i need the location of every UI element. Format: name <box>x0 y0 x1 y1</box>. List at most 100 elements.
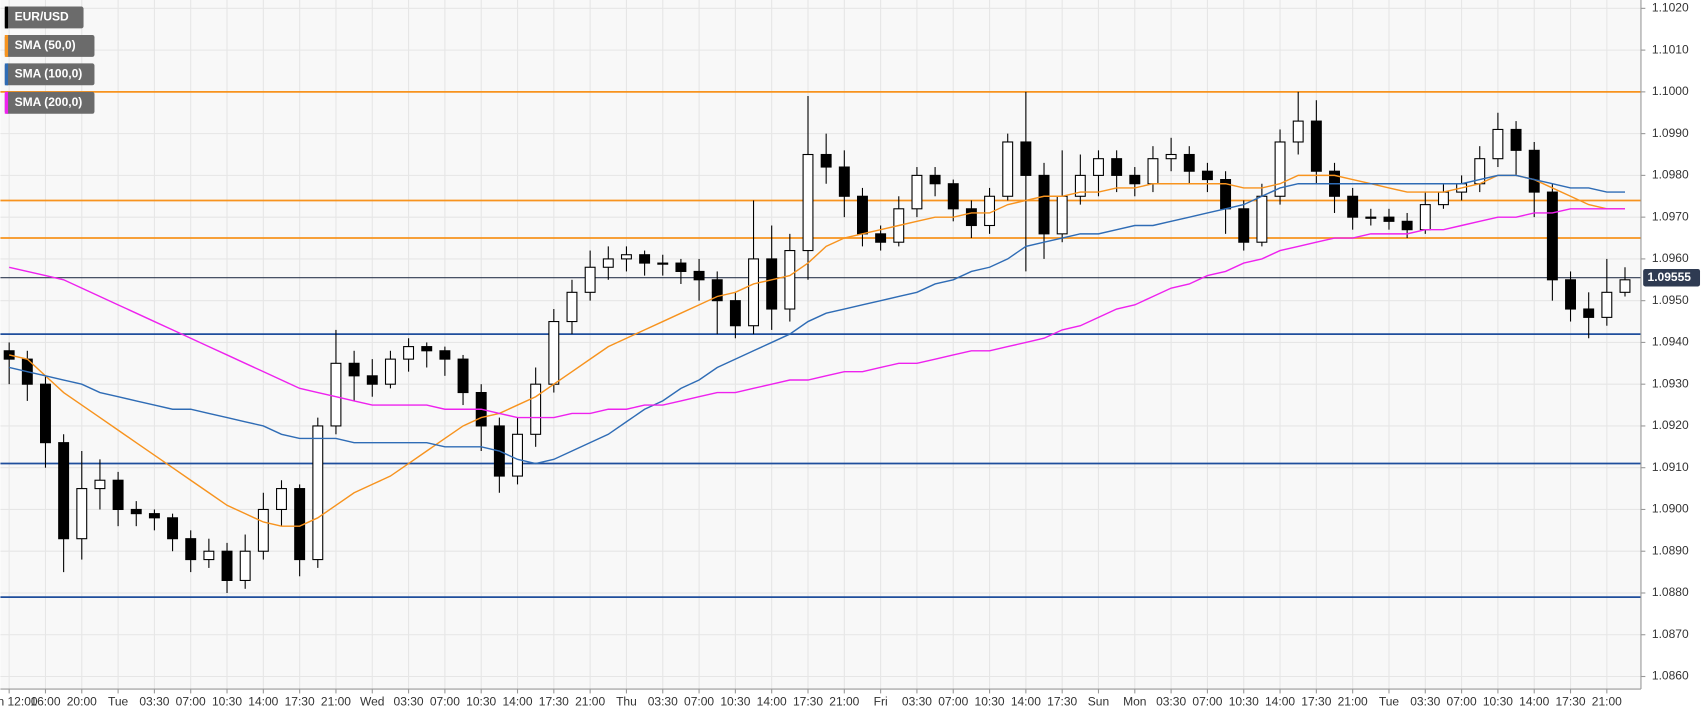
candle-body <box>1020 141 1032 176</box>
candle-body <box>1347 195 1359 218</box>
sma-line <box>9 174 1625 527</box>
legend-swatch <box>4 34 9 57</box>
x-tick-label: 10:30 <box>1483 694 1513 708</box>
x-tick-label: Mon <box>1123 694 1146 708</box>
candle-body <box>1002 141 1014 197</box>
candle-body <box>1619 279 1631 293</box>
candle-body <box>856 195 868 235</box>
candle-body <box>1183 153 1195 172</box>
x-tick-label: Wed <box>360 694 384 708</box>
candle-body <box>1365 216 1377 219</box>
y-tick-label: 1.0880 <box>1652 585 1689 599</box>
x-tick-label: 03:30 <box>902 694 932 708</box>
y-tick-label: 1.0890 <box>1652 543 1689 557</box>
legend-label: EUR/USD <box>15 10 69 24</box>
candle-body <box>657 262 669 265</box>
y-tick-label: 1.0870 <box>1652 627 1689 641</box>
candle-body <box>548 321 560 385</box>
y-tick-label: 1.0860 <box>1652 669 1689 683</box>
candle-body <box>1129 174 1141 185</box>
x-tick-label: Mon 12:00 <box>0 694 38 708</box>
levels <box>0 90 1641 599</box>
candle-body <box>167 517 179 540</box>
plot-background <box>0 0 1641 689</box>
x-tick-label: 21:00 <box>1592 694 1622 708</box>
candle-body <box>1419 204 1431 231</box>
last-price-label: 1.09555 <box>1648 270 1692 284</box>
x-tick-label: 07:00 <box>430 694 460 708</box>
legend-box <box>4 34 95 57</box>
x-tick-label: Tue <box>1379 694 1400 708</box>
candle-body <box>584 266 596 293</box>
x-tick-label: 07:00 <box>938 694 968 708</box>
y-tick-label: 1.0980 <box>1652 168 1689 182</box>
legend-label: SMA (100,0) <box>15 67 83 81</box>
x-tick-label: 10:30 <box>975 694 1005 708</box>
candle-body <box>729 300 741 327</box>
x-tick-label: Sun <box>1088 694 1109 708</box>
candle-body <box>675 262 687 272</box>
candle-body <box>566 291 578 323</box>
x-tick-label: 07:00 <box>1192 694 1222 708</box>
candle-body <box>348 362 360 377</box>
legend-box <box>4 91 95 114</box>
candle-body <box>203 550 215 561</box>
y-tick-label: 1.1020 <box>1652 1 1689 15</box>
legend-swatch <box>4 63 9 86</box>
candle-body <box>1546 191 1558 281</box>
candle-body <box>766 258 778 310</box>
legend-box <box>4 6 84 29</box>
candle-body <box>1056 195 1068 235</box>
x-tick-label: 17:30 <box>539 694 569 708</box>
x-tick-label: Tue <box>108 694 129 708</box>
legend-label: SMA (200,0) <box>15 95 83 109</box>
x-tick-label: 07:00 <box>176 694 206 708</box>
candle-body <box>911 174 923 210</box>
candle-body <box>1383 216 1395 222</box>
candle-body <box>130 508 142 515</box>
legend: EUR/USD SMA (50,0) SMA (100,0) SMA (200,0) <box>4 6 95 114</box>
candle-body <box>838 166 850 197</box>
grid <box>0 0 1641 690</box>
candle-body <box>1583 308 1595 318</box>
y-tick-label: 1.0910 <box>1652 460 1689 474</box>
candle-body <box>1274 141 1286 197</box>
candle-body <box>1238 208 1250 243</box>
candle-body <box>1510 128 1522 151</box>
x-tick-label: Thu <box>616 694 637 708</box>
candle-body <box>748 258 760 327</box>
legend-box <box>4 63 95 86</box>
candle-body <box>802 153 814 252</box>
marks <box>3 91 1631 593</box>
candle-body <box>148 513 160 519</box>
candle-body <box>1256 195 1268 243</box>
candle-body <box>185 538 197 561</box>
candle-body <box>693 270 705 281</box>
candle-body <box>276 488 287 511</box>
sma-line <box>9 174 1625 465</box>
candle-body <box>1111 158 1123 176</box>
y-tick-label: 1.0940 <box>1652 335 1689 349</box>
candle-body <box>76 488 88 540</box>
x-tick-label: 03:30 <box>1156 694 1186 708</box>
legend-swatch <box>4 6 9 29</box>
candle-body <box>94 479 106 490</box>
candle-body <box>1401 220 1413 231</box>
legend-swatch <box>4 91 9 114</box>
y-tick-label: 1.0970 <box>1652 209 1689 223</box>
x-tick-label: 10:30 <box>720 694 750 708</box>
x-tick-label: 03:30 <box>648 694 678 708</box>
x-tick-label: 21:00 <box>321 694 351 708</box>
candle-body <box>330 362 342 427</box>
candle-body <box>421 346 433 352</box>
x-tick-label: 20:00 <box>67 694 97 708</box>
candle-body <box>40 383 51 444</box>
candle-body <box>384 358 396 385</box>
x-tick-label: 03:30 <box>1410 694 1440 708</box>
x-tick-label: 07:00 <box>684 694 714 708</box>
x-tick-label: 14:00 <box>1265 694 1295 708</box>
last-price-box <box>1643 268 1701 287</box>
y-tick-label: 1.1000 <box>1652 84 1689 98</box>
